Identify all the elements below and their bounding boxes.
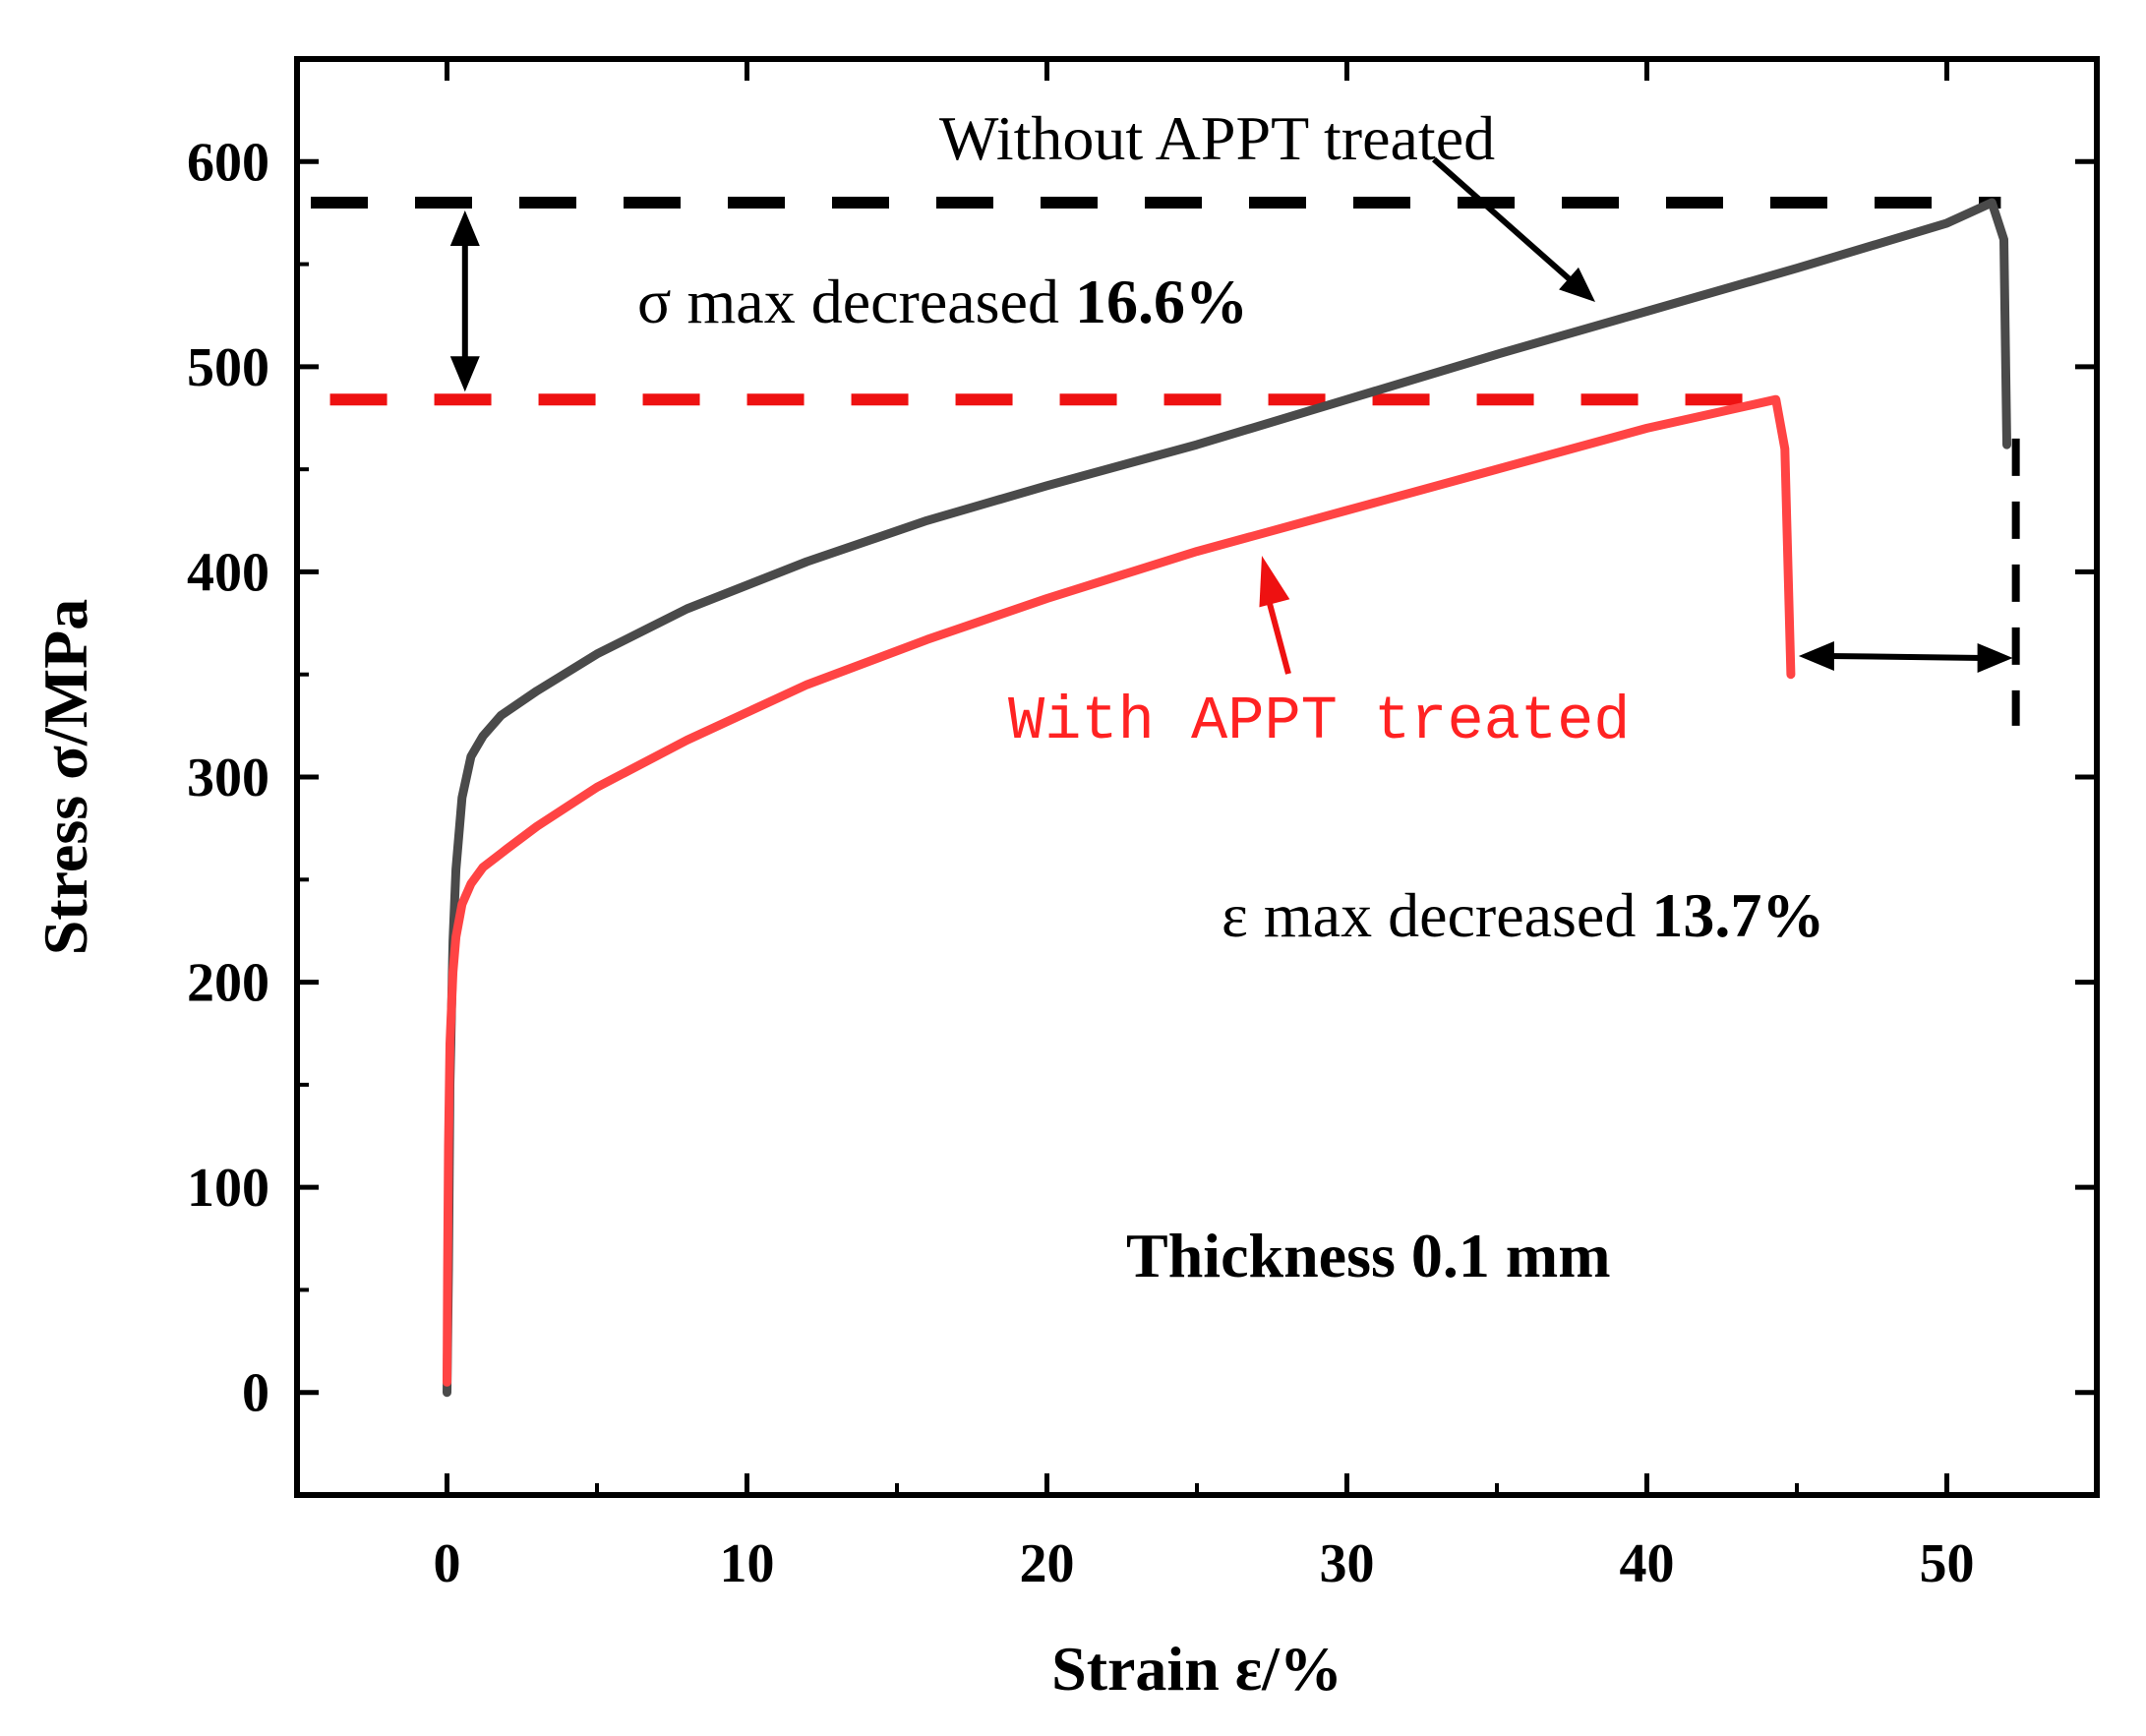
eps-decrease-value: 13.7% — [1651, 880, 1824, 950]
y-tick-label: 500 — [187, 337, 269, 398]
sigma-decrease-annotation: σ max decreased 16.6% — [637, 267, 1248, 336]
sigma-arrow-head-up — [449, 210, 480, 246]
sigma-arrow-head-down — [449, 356, 480, 392]
x-tick-label: 30 — [1320, 1533, 1375, 1594]
eps-arrow-head-right — [1977, 642, 2013, 673]
thickness-annotation: Thickness 0.1 mm — [1126, 1221, 1611, 1290]
y-tick-label: 600 — [187, 132, 269, 193]
x-tick-label: 40 — [1620, 1533, 1675, 1594]
y-axis-title: Stress σ/MPa — [30, 599, 100, 955]
sigma-decrease-prefix: σ max decreased — [637, 267, 1075, 336]
eps-decrease-prefix: ε max decreased — [1222, 880, 1651, 950]
annotation-arrows — [449, 156, 2013, 675]
x-tick-label: 0 — [434, 1533, 461, 1594]
with-appt-label: With APPT treated — [1008, 687, 1631, 756]
x-axis-title: Strain ε/% — [1051, 1634, 1342, 1704]
y-tick-label: 100 — [187, 1158, 269, 1219]
y-tick-label: 200 — [187, 953, 269, 1014]
y-tick-label: 300 — [187, 748, 269, 808]
with-pointer-head — [1259, 556, 1290, 608]
sigma-decrease-value: 16.6% — [1075, 267, 1248, 336]
x-tick-label: 50 — [1920, 1533, 1975, 1594]
axis-ticks — [295, 57, 2099, 1497]
with-pointer-shaft — [1266, 599, 1291, 675]
series-group — [443, 198, 2011, 1398]
reference-lines — [311, 197, 2020, 726]
y-tick-label: 400 — [187, 542, 269, 603]
with-pointer-arrow — [1259, 556, 1291, 675]
y-tick-label: 0 — [242, 1363, 269, 1424]
x-tick-label: 20 — [1020, 1533, 1075, 1594]
series-line — [443, 198, 2011, 1398]
without-pointer-shaft — [1432, 156, 1580, 290]
without-pointer-head — [1559, 267, 1595, 302]
series-line — [443, 394, 1796, 1387]
eps-arrow-head-left — [1798, 640, 1834, 671]
eps-decrease-annotation: ε max decreased 13.7% — [1222, 880, 1824, 950]
without-appt-label: Without APPT treated — [939, 103, 1495, 173]
eps-arrow-shaft — [1827, 652, 1984, 661]
x-tick-label: 10 — [720, 1533, 775, 1594]
